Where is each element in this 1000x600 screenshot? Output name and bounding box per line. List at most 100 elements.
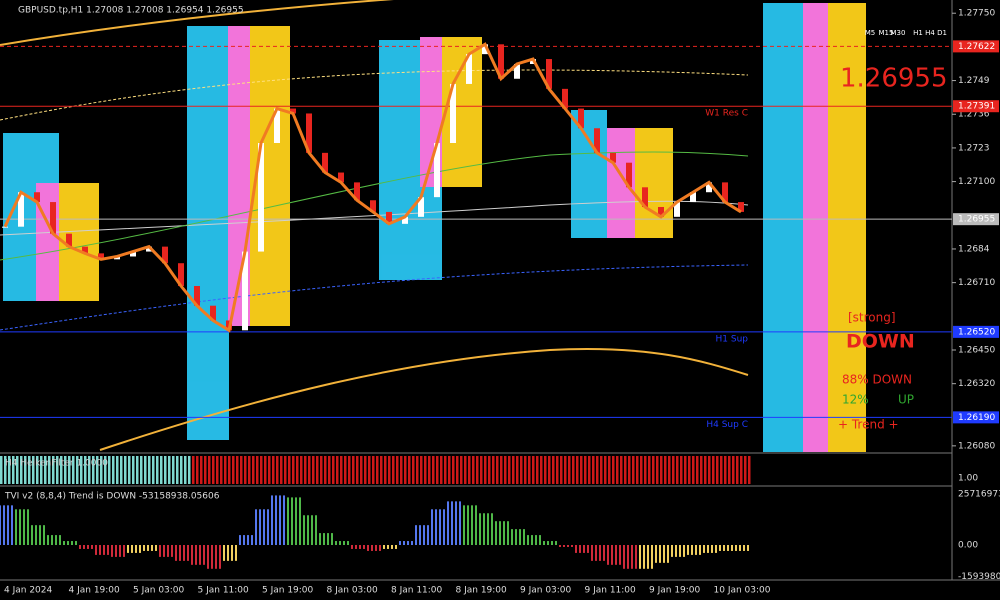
heiken-bar xyxy=(304,456,307,484)
x-tick-label: 5 Jan 19:00 xyxy=(262,586,314,596)
candle xyxy=(450,83,456,144)
heiken-bar xyxy=(408,456,411,484)
x-tick-label: 10 Jan 03:00 xyxy=(714,586,771,596)
heiken-bar xyxy=(296,456,299,484)
heiken-bar xyxy=(484,456,487,484)
heiken-bar xyxy=(424,456,427,484)
heiken-bar xyxy=(372,456,375,484)
heiken-bar xyxy=(440,456,443,484)
heiken-bar xyxy=(588,456,591,484)
heiken-bar xyxy=(448,456,451,484)
heiken-bar xyxy=(308,456,311,484)
heiken-bar xyxy=(312,456,315,484)
heiken-bar xyxy=(216,456,219,484)
heiken-bar xyxy=(100,456,103,484)
heiken-bar xyxy=(444,456,447,484)
heiken-bar xyxy=(68,456,71,484)
heiken-bar xyxy=(560,456,563,484)
y-tick-label: 1.2723 xyxy=(958,143,990,153)
heiken-bar xyxy=(228,456,231,484)
heiken-bar xyxy=(28,456,31,484)
heiken-bar xyxy=(72,456,75,484)
candle xyxy=(130,251,136,257)
heiken-bar xyxy=(140,456,143,484)
heiken-bar xyxy=(592,456,595,484)
heiken-bar xyxy=(396,456,399,484)
level-box xyxy=(953,40,999,53)
candle xyxy=(626,162,632,188)
heiken-bar xyxy=(336,456,339,484)
heiken-bar xyxy=(160,456,163,484)
heiken-bar xyxy=(152,456,155,484)
heiken-bar xyxy=(224,456,227,484)
level-box xyxy=(953,213,999,226)
candle xyxy=(50,202,56,234)
heiken-bar xyxy=(604,456,607,484)
heiken-bar xyxy=(4,456,7,484)
candle xyxy=(466,54,472,84)
tvi-tick-label: 0.00 xyxy=(958,540,978,550)
heiken-bar xyxy=(644,456,647,484)
heiken-bar xyxy=(108,456,111,484)
heiken-bar xyxy=(244,456,247,484)
heiken-bar xyxy=(564,456,567,484)
x-tick-label: 8 Jan 11:00 xyxy=(391,586,443,596)
timeframe: M30 xyxy=(891,29,906,37)
heiken-bar xyxy=(328,456,331,484)
heiken-bar xyxy=(44,456,47,484)
heiken-bar xyxy=(540,456,543,484)
heiken-bar xyxy=(680,456,683,484)
heiken-bar xyxy=(720,456,723,484)
heiken-bar xyxy=(496,456,499,484)
heiken-bar xyxy=(232,456,235,484)
heiken-bar xyxy=(732,456,735,484)
heiken-bar xyxy=(284,456,287,484)
panel-direction: DOWN xyxy=(846,331,915,353)
heiken-bar xyxy=(412,456,415,484)
heiken-bar xyxy=(696,456,699,484)
heiken-bar xyxy=(692,456,695,484)
candle xyxy=(562,88,568,109)
level-box xyxy=(953,411,999,424)
x-tick-label: 9 Jan 11:00 xyxy=(585,586,637,596)
heiken-bar xyxy=(700,456,703,484)
candle xyxy=(546,59,552,89)
x-tick-label: 9 Jan 03:00 xyxy=(520,586,572,596)
heiken-bar xyxy=(208,456,211,484)
heiken-bar xyxy=(620,456,623,484)
y-tick-label: 1.27750 xyxy=(958,9,995,19)
timeframe: M15 xyxy=(879,29,894,37)
heiken-bar xyxy=(652,456,655,484)
level-name: H4 Sup C xyxy=(706,420,748,430)
candle xyxy=(322,152,328,173)
candle xyxy=(514,63,520,79)
heiken-bar xyxy=(664,456,667,484)
heiken-bar xyxy=(288,456,291,484)
heiken-bar xyxy=(532,456,535,484)
candle xyxy=(194,286,200,306)
level-name: H1 Sup xyxy=(716,334,749,344)
heiken-bar xyxy=(104,456,107,484)
x-tick-label: 4 Jan 19:00 xyxy=(69,586,121,596)
heiken-bar xyxy=(500,456,503,484)
heiken-bar xyxy=(548,456,551,484)
candle xyxy=(498,44,504,79)
heiken-bar xyxy=(376,456,379,484)
candle xyxy=(98,253,104,260)
candle xyxy=(658,206,664,217)
level-label: 1.27391 xyxy=(958,102,995,112)
candle xyxy=(418,197,424,217)
heiken-bar xyxy=(156,456,159,484)
panel-down: 88% DOWN xyxy=(842,373,912,387)
heiken-bar xyxy=(164,456,167,484)
level-label: 1.26520 xyxy=(958,327,995,337)
heiken-bar xyxy=(668,456,671,484)
y-tick-label: 1.2749 xyxy=(958,76,990,86)
heiken-bar xyxy=(80,456,83,484)
heiken-bar xyxy=(344,456,347,484)
heiken-bar xyxy=(488,456,491,484)
heiken-bar xyxy=(268,456,271,484)
heiken-bar xyxy=(684,456,687,484)
heiken-bar xyxy=(24,456,27,484)
heiken-bar xyxy=(404,456,407,484)
